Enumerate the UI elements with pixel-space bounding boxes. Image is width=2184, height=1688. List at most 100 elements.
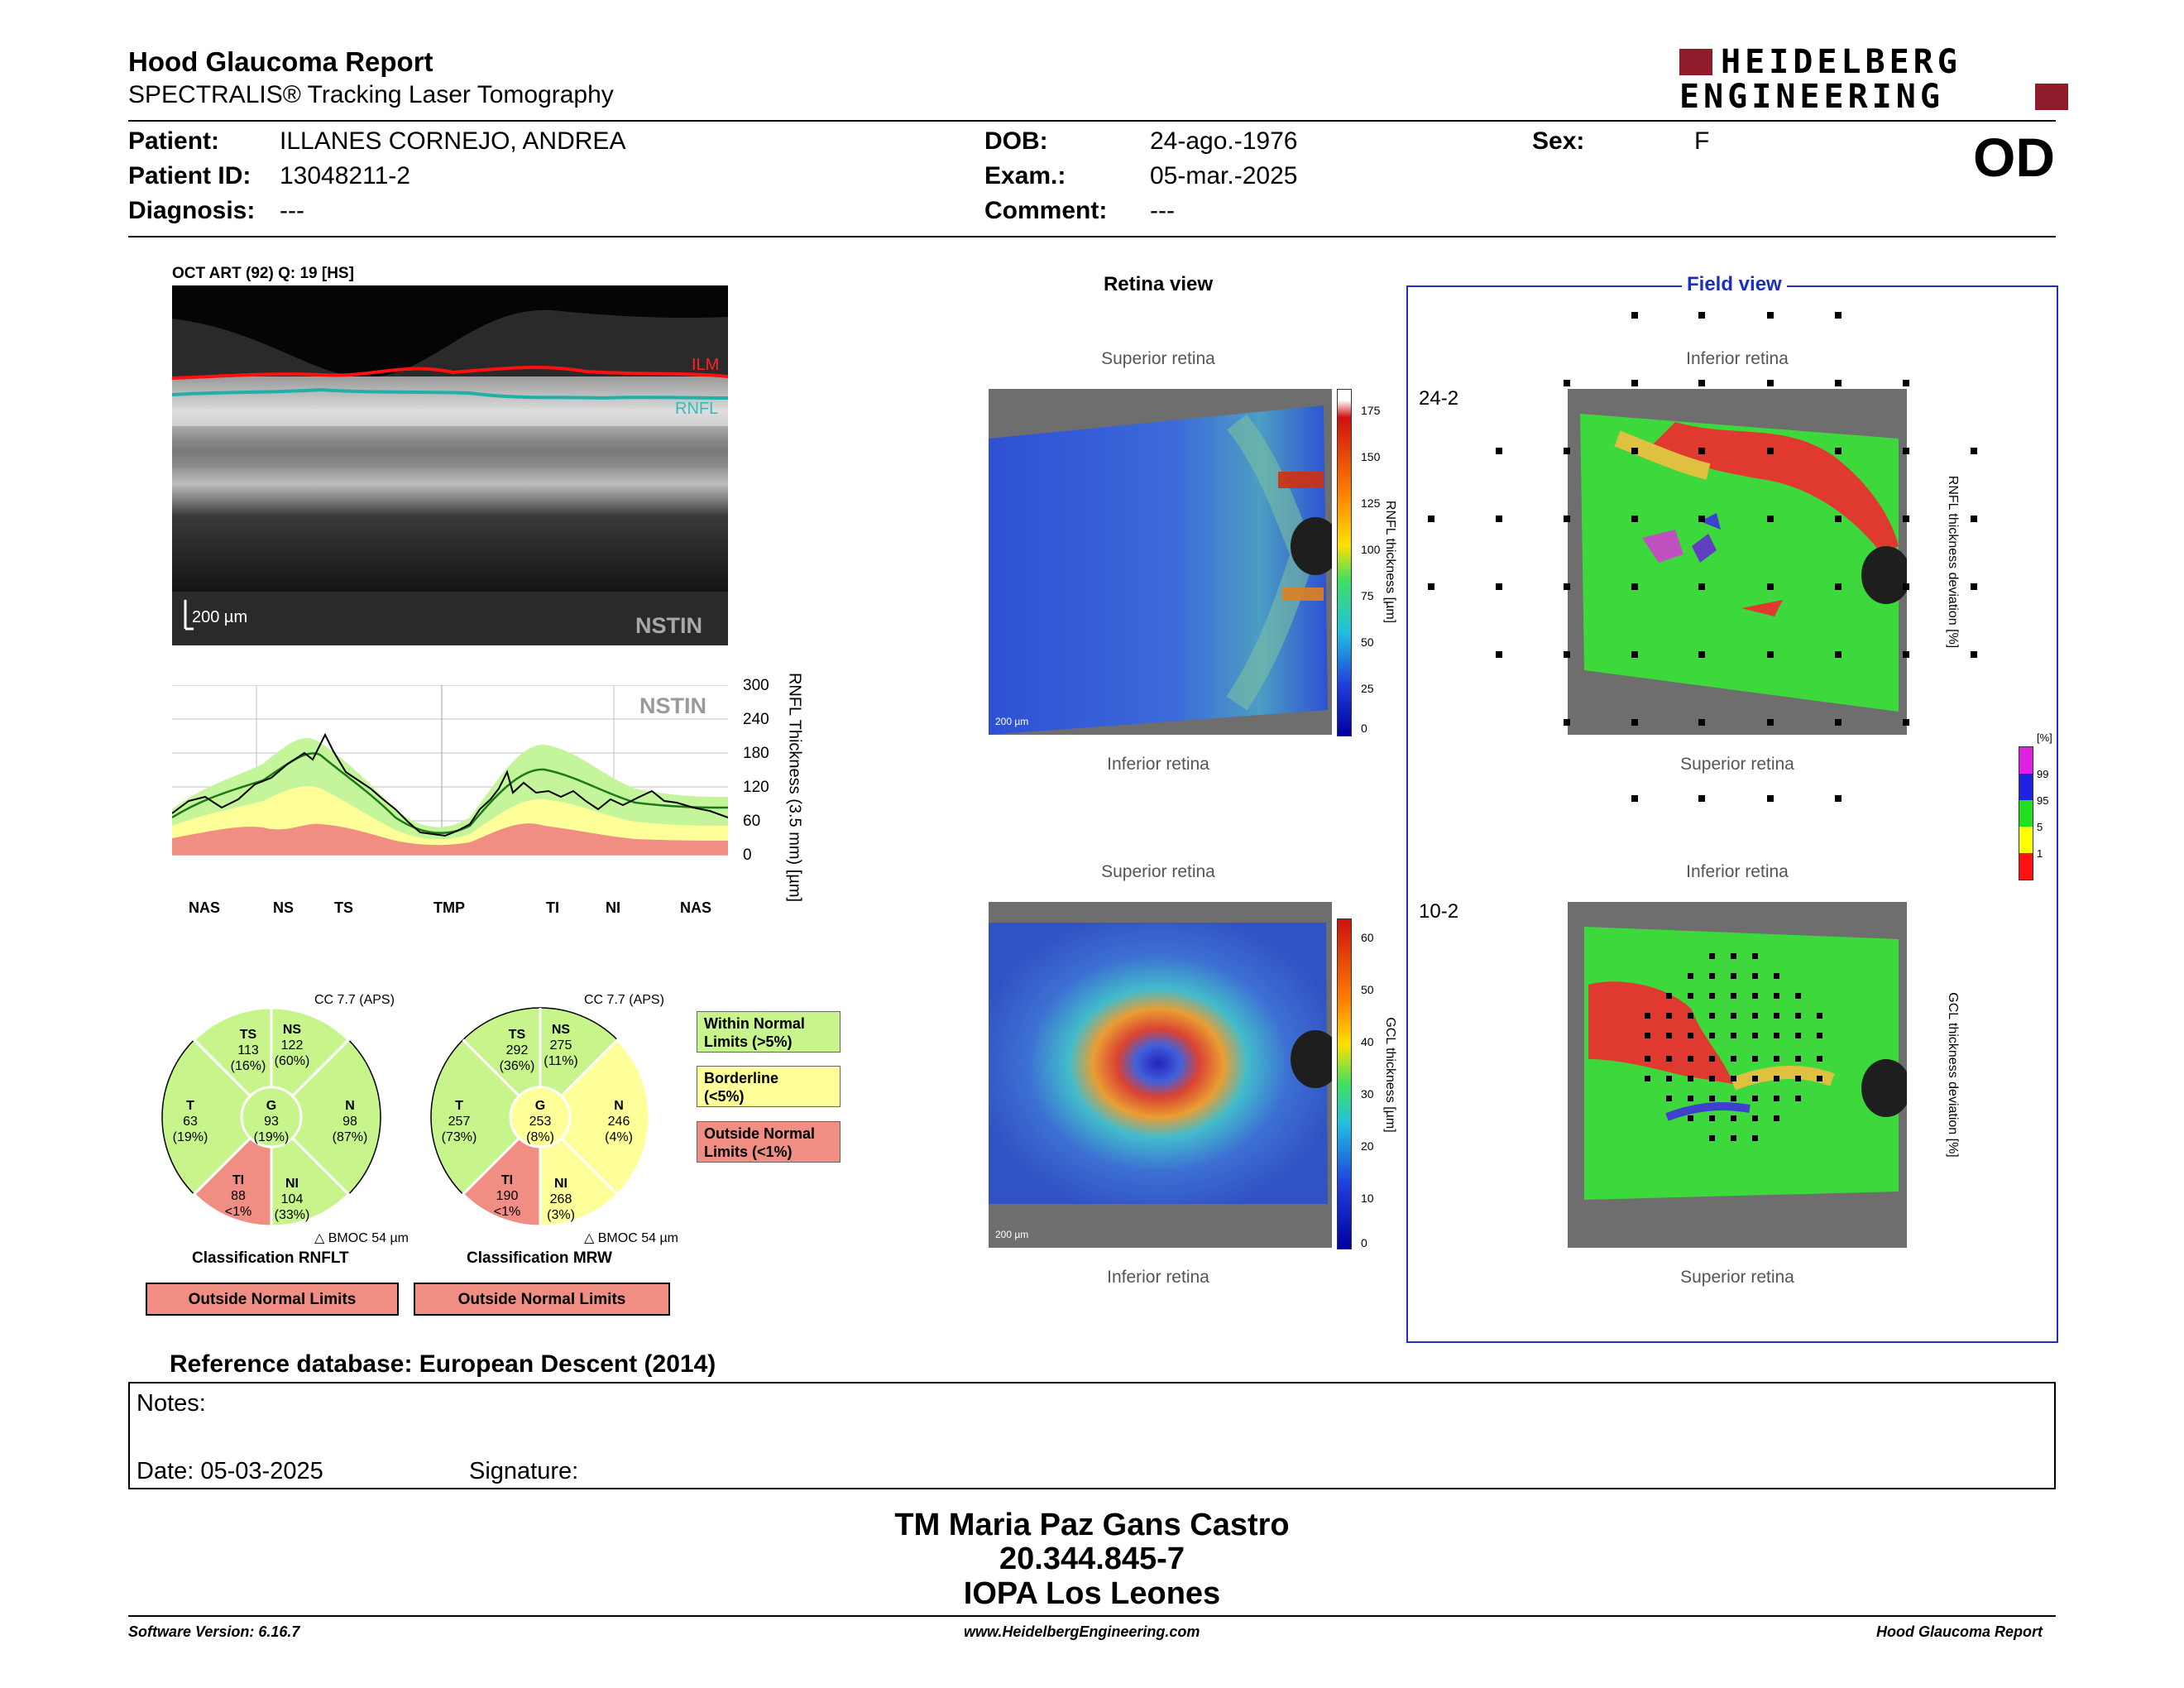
website-link[interactable]: www.HeidelbergEngineering.com [964,1623,1200,1640]
patient-rule [128,236,2056,237]
field-inferior-label: Inferior retina [1686,349,1789,368]
header-rule [128,120,2056,122]
rnflt-bmo-label: △ BMOC 54 µm [314,1231,409,1245]
stamp-org: IOPA Los Leones [963,1576,1221,1611]
oct-nstin-label: NSTIN [635,613,702,638]
diagnosis-label: Diagnosis: [128,197,256,224]
software-version: Software Version: 6.16.7 [128,1623,300,1640]
rnfl-scale-tick: 75 [1361,589,1374,602]
gcl-color-scale [1337,918,1352,1249]
field-10-2-test-points [1645,953,1822,1141]
profile-y-tick: 60 [743,813,761,830]
pct-legend-header: [%] [2037,731,2052,744]
rnfl-scale-label: RNFL thickness [µm] [1383,500,1397,624]
pct-tick: 95 [2037,794,2049,807]
gcl-scale-tick: 10 [1361,1192,1374,1205]
mrw-result-badge: Outside Normal Limits [414,1283,670,1316]
segment-label: TS [334,899,354,916]
rnflt-sector-pie: TS 113 (16%) NS 122 (60%) T 63 (19%) G 93 (19%) … [160,1005,383,1229]
legend-within-normal: Within Normal Limits (>5%) [697,1011,841,1053]
segment-label: NI [606,899,620,916]
eye-indicator: OD [1973,127,2055,188]
mrw-sector-pie: TS 292 (36%) NS 275 (11%) T 257 (73%) G 253 (8%)… [429,1005,652,1229]
gcl-scale-label: GCL thickness [µm] [1383,1017,1397,1133]
mrw-bmo-label: △ BMOC 54 µm [584,1231,678,1245]
stamp-id: 20.344.845-7 [999,1542,1185,1576]
legend-borderline: Borderline (<5%) [697,1066,841,1107]
date-label: Date: 05-03-2025 [136,1458,323,1484]
rnflt-classification-title: Classification RNFLT [192,1249,349,1267]
legend-outside-normal: Outside Normal Limits (<1%) [697,1121,841,1163]
profile-y-tick: 300 [743,677,769,694]
rnfl-scale-tick: 25 [1361,682,1374,695]
rnfl-deviation-map [1568,389,1907,735]
mrw-cc-label: CC 7.7 (APS) [584,993,664,1007]
exam-label: Exam.: [984,162,1066,189]
rnfl-scale-tick: 0 [1361,722,1367,735]
retina-inferior-label-2: Inferior retina [1107,1268,1209,1287]
retina-view-title: Retina view [1103,273,1214,295]
profile-y-tick: 240 [743,711,769,728]
notes-box: Notes: Date: 05-03-2025 Signature: [128,1382,2056,1489]
oct-bscan-image: ILM RNFL 200 µm NSTIN [172,285,728,645]
rnfl-color-scale [1337,389,1352,736]
rnfl-profile-chart: NSTIN [171,684,729,859]
heidelberg-logo: HEIDELBERG ENGINEERING [1679,46,2068,113]
patient-id-label: Patient ID: [128,162,251,189]
exam-value: 05-mar.-2025 [1150,162,1298,189]
ilm-label: ILM [692,356,720,374]
comment-label: Comment: [984,197,1108,224]
patient-label: Patient: [128,127,220,155]
gcl-scale-tick: 60 [1361,931,1374,944]
gcl-scale-tick: 0 [1361,1236,1367,1249]
field-view-title: Field view [1682,273,1787,296]
pct-color-legend [2019,746,2033,880]
sex-value: F [1694,127,1710,155]
rnfl-scale-tick: 125 [1361,496,1381,510]
mrw-classification-title: Classification MRW [467,1249,612,1267]
profile-y-tick: 120 [743,779,769,796]
dob-value: 24-ago.-1976 [1150,127,1298,155]
rnfl-scale-tick: 175 [1361,404,1381,417]
segment-label: TMP [433,899,465,916]
report-subtitle: SPECTRALIS® Tracking Laser Tomography [128,81,614,108]
patient-name: ILLANES CORNEJO, ANDREA [280,127,626,155]
gcl-scale-tick: 50 [1361,983,1374,996]
notes-label: Notes: [136,1390,206,1417]
gcl-thickness-map: 200 µm [989,902,1332,1248]
segment-label: TI [546,899,559,916]
gcl-scale-tick: 30 [1361,1087,1374,1101]
gcl-scale-tick: 20 [1361,1139,1374,1153]
oct-scale-label: 200 µm [192,608,248,626]
segment-label: NAS [680,899,712,916]
field-24-2-label: 24-2 [1419,387,1459,410]
profile-y-axis-label: RNFL Thickness (3.5 mm) [µm] [785,672,804,903]
profile-y-tick: 0 [743,846,752,864]
pct-tick: 99 [2037,768,2049,780]
patient-id: 13048211-2 [280,162,410,189]
gcl-deviation-map [1568,902,1907,1248]
pct-tick: 1 [2037,847,2043,860]
profile-nstin-label: NSTIN [639,693,706,718]
rnfl-scale-tick: 100 [1361,543,1381,556]
rnfl-scale-tick: 50 [1361,635,1374,649]
field-superior-label-2: Superior retina [1680,1268,1794,1287]
sex-label: Sex: [1532,127,1585,155]
field-inferior-label-2: Inferior retina [1686,862,1789,881]
oct-header: OCT ART (92) Q: 19 [HS] [172,265,354,282]
profile-y-tick: 180 [743,745,769,762]
reference-database: Reference database: European Descent (20… [170,1350,716,1378]
retina-inferior-label: Inferior retina [1107,755,1209,774]
retina-superior-label-2: Superior retina [1101,862,1215,881]
rnflt-cc-label: CC 7.7 (APS) [314,993,395,1007]
dob-label: DOB: [984,127,1048,155]
pct-tick: 5 [2037,821,2043,833]
gcl-deviation-label: GCL thickness deviation [%] [1946,992,1960,1158]
footer-rule [128,1615,2056,1617]
field-24-2-test-points [1428,312,1977,802]
diagnosis-value: --- [280,197,304,224]
footer-report-name: Hood Glaucoma Report [1876,1623,2043,1640]
gcl-scale-tick: 40 [1361,1035,1374,1048]
rnfl-scale-tick: 150 [1361,450,1381,463]
rnfl-thickness-map: 200 µm [989,389,1332,735]
